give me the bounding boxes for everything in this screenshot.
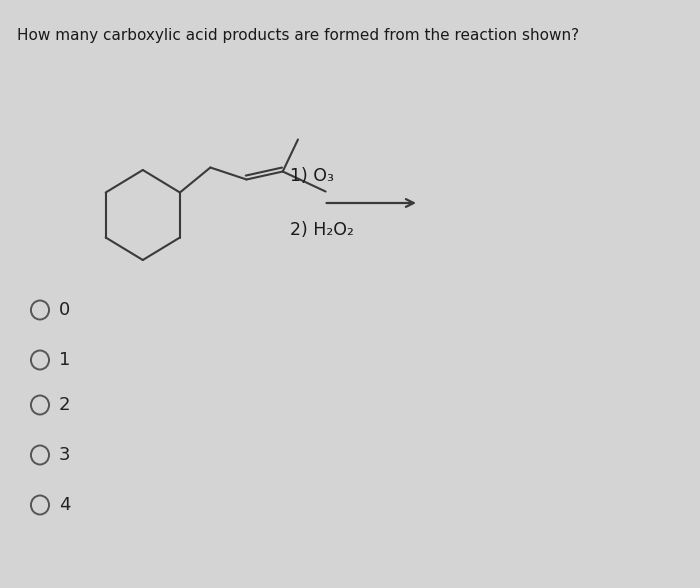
Text: 0: 0 <box>59 301 70 319</box>
Text: 2) H₂O₂: 2) H₂O₂ <box>290 221 354 239</box>
Text: 2: 2 <box>59 396 71 414</box>
Text: 4: 4 <box>59 496 71 514</box>
Text: 1: 1 <box>59 351 71 369</box>
Text: 1) O₃: 1) O₃ <box>290 167 335 185</box>
Text: How many carboxylic acid products are formed from the reaction shown?: How many carboxylic acid products are fo… <box>17 28 580 43</box>
Text: 3: 3 <box>59 446 71 464</box>
